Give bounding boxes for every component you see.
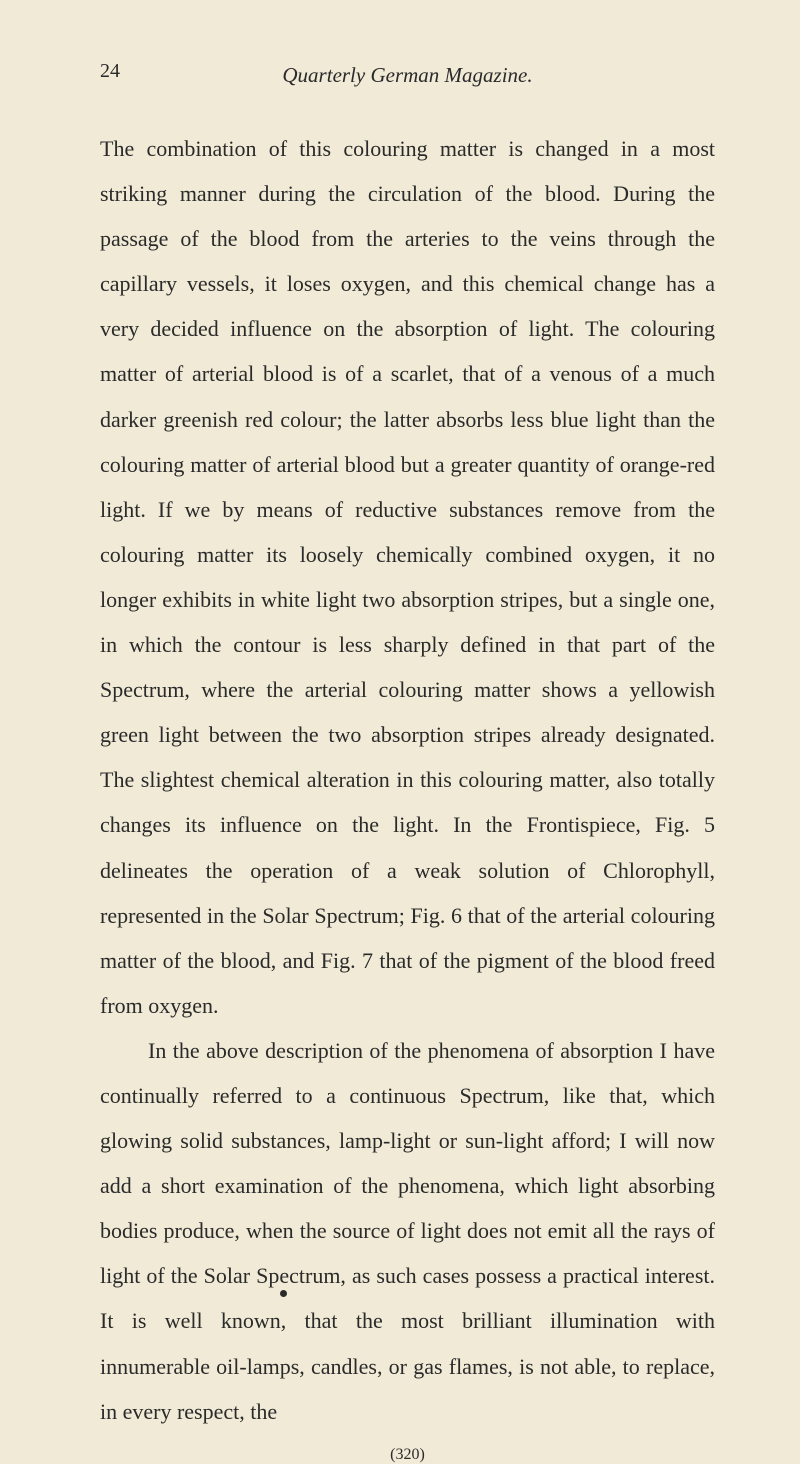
decorative-dot	[280, 1290, 287, 1297]
paragraph-2: In the above description of the phenomen…	[100, 1028, 715, 1434]
footer-page-number: (320)	[100, 1446, 715, 1464]
page-number: 24	[100, 60, 120, 83]
paragraph-1: The combination of this colouring matter…	[100, 126, 715, 1028]
body-text: The combination of this colouring matter…	[100, 126, 715, 1434]
running-header: Quarterly German Magazine.	[100, 63, 715, 88]
